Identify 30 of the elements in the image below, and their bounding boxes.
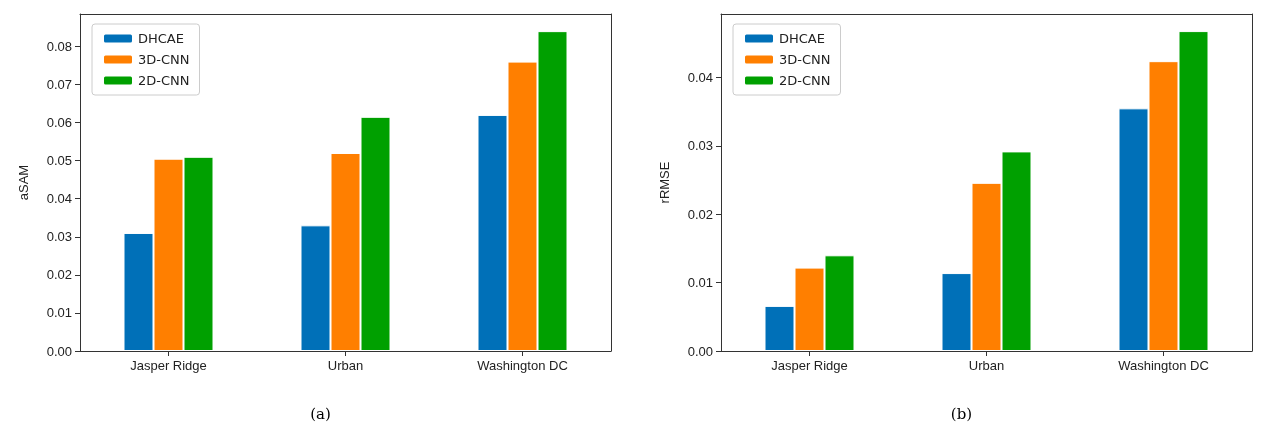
y-tick-label: 0.03 [46,229,72,245]
text: (a) [310,404,331,423]
x-tick-label: Washington DC [1118,358,1209,373]
y-tick-label: 0.00 [687,343,713,359]
legend-label: 3D-CNN [138,52,190,67]
y-tick-label: 0.01 [687,275,713,291]
y-axis-title: rRMSE [657,161,672,204]
text: (b) [950,404,973,423]
legend-label: 2D-CNN [138,73,190,88]
x-tick-label: Urban [968,358,1005,373]
y-tick-label: 0.08 [46,38,72,54]
x-tick-label: Washington DC [477,358,568,373]
y-tick-label: 0.04 [687,70,713,86]
x-tick-label: Urban [327,358,364,373]
x-tick-label: Jasper Ridge [130,358,207,373]
legend-label: DHCAE [138,31,184,46]
y-tick-label: 0.02 [46,267,72,283]
y-tick-label: 0.07 [46,76,72,92]
legend-label: 2D-CNN [779,73,831,88]
legend-label: 3D-CNN [779,52,831,67]
y-tick-label: 0.04 [46,191,72,207]
y-axis-title: aSAM [16,164,31,201]
y-tick-label: 0.02 [687,206,713,222]
x-tick-label: Jasper Ridge [771,358,848,373]
legend-label: DHCAE [779,31,825,46]
y-tick-label: 0.03 [687,138,713,154]
y-tick-label: 0.05 [46,153,72,169]
y-tick-label: 0.06 [46,115,72,131]
y-tick-label: 0.01 [46,305,72,321]
y-tick-label: 0.00 [46,343,72,359]
